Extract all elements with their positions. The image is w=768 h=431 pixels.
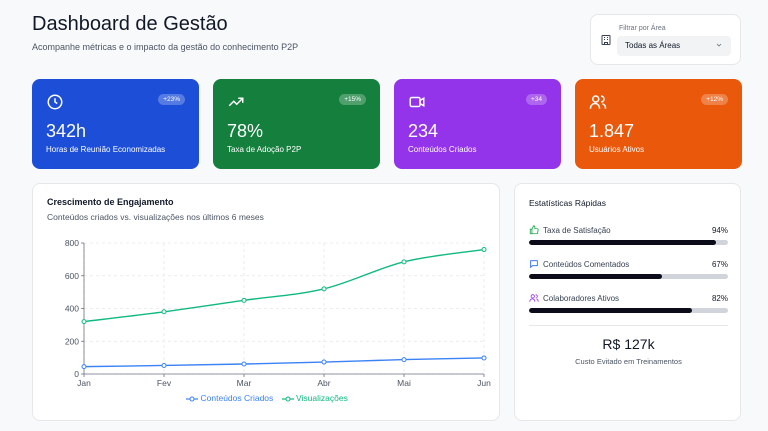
series-line-1 xyxy=(83,248,485,323)
metric-percent: 67% xyxy=(711,260,728,269)
divider xyxy=(529,325,728,326)
data-point xyxy=(241,297,247,303)
y-tick-label: 200 xyxy=(65,336,79,346)
stat-value: 78% xyxy=(227,121,264,141)
stat-card-users: +12% 1.847 Usuários Ativos xyxy=(575,79,742,169)
users-icon xyxy=(529,294,539,302)
page-subtitle: Acompanhe métricas e o impacto da gestão… xyxy=(32,42,299,52)
video-icon xyxy=(409,96,425,108)
data-point xyxy=(161,362,167,368)
progress-fill xyxy=(529,308,693,313)
data-point xyxy=(81,364,87,370)
quick-stats-card: Estatísticas Rápidas Taxa de Satisfação … xyxy=(514,183,741,421)
legend-label: Conteúdos Criados xyxy=(200,393,274,403)
stat-value: 234 xyxy=(408,121,439,141)
legend-label: Visualizações xyxy=(296,393,348,403)
x-tick-label: Fev xyxy=(157,378,172,388)
legend-marker xyxy=(281,396,294,402)
data-point xyxy=(481,355,487,361)
savings-label: Custo Evitado em Treinamentos xyxy=(575,357,682,366)
data-point xyxy=(481,247,487,253)
engagement-chart-card: Crescimento de Engajamento Conteúdos cri… xyxy=(32,183,500,421)
progress-bar xyxy=(529,308,728,313)
stat-badge: +15% xyxy=(339,94,366,105)
chart-title: Crescimento de Engajamento xyxy=(47,197,174,207)
data-point xyxy=(241,361,247,367)
y-tick-label: 600 xyxy=(65,271,79,281)
series-line-0 xyxy=(83,357,485,368)
metric-percent: 82% xyxy=(711,294,728,303)
stat-label: Horas de Reunião Economizadas xyxy=(46,145,166,154)
stat-badge: +23% xyxy=(158,94,185,105)
savings-value: R$ 127k xyxy=(602,336,655,352)
progress-fill xyxy=(529,240,717,245)
y-tick-label: 0 xyxy=(74,369,79,379)
data-point xyxy=(401,357,407,363)
stat-card-adoption: +15% 78% Taxa de Adoção P2P xyxy=(213,79,380,169)
stat-badge: +34 xyxy=(525,94,547,105)
chart-legend: Conteúdos Criados Visualizações xyxy=(33,393,501,403)
area-select-value: Todas as Áreas xyxy=(625,41,681,50)
stat-card-hours: +23% 342h Horas de Reunião Economizadas xyxy=(32,79,199,169)
stat-value: 342h xyxy=(46,121,87,141)
x-tick-label: Mai xyxy=(397,378,411,388)
stat-label: Conteúdos Criados xyxy=(408,145,477,154)
quick-stats-title: Estatísticas Rápidas xyxy=(529,198,607,208)
x-tick-label: Mar xyxy=(237,378,252,388)
chevron-down-icon xyxy=(716,43,722,47)
data-point xyxy=(161,309,167,315)
stat-label: Taxa de Adoção P2P xyxy=(227,145,302,154)
x-tick-label: Abr xyxy=(317,378,330,388)
clock-icon xyxy=(47,94,63,110)
stat-badge: +12% xyxy=(701,94,728,105)
chart-subtitle: Conteúdos criados vs. visualizações nos … xyxy=(47,212,264,222)
metric-percent: 94% xyxy=(711,226,728,235)
metric-label: Colaboradores Ativos xyxy=(543,294,620,303)
stat-label: Usuários Ativos xyxy=(589,145,645,154)
area-select[interactable]: Todas as Áreas xyxy=(617,36,731,56)
legend-marker xyxy=(186,396,199,402)
legend-item[interactable]: Conteúdos Criados xyxy=(186,393,273,403)
progress-bar xyxy=(529,274,728,279)
stat-value: 1.847 xyxy=(589,121,635,141)
progress-fill xyxy=(529,274,663,279)
thumbs-up-icon xyxy=(529,225,539,235)
x-tick-label: Jan xyxy=(77,378,91,388)
page-title: Dashboard de Gestão xyxy=(32,13,228,35)
y-tick-label: 400 xyxy=(65,304,79,314)
x-tick-label: Jun xyxy=(477,378,491,388)
metric-label: Taxa de Satisfação xyxy=(543,226,611,235)
metric-label: Conteúdos Comentados xyxy=(543,260,630,269)
message-icon xyxy=(530,260,538,269)
data-point xyxy=(321,286,327,292)
engagement-line-chart: 0 200 400 600 800 Jan Fev Mar Abr Mai Jun xyxy=(65,238,491,388)
legend-item[interactable]: Visualizações xyxy=(281,393,348,403)
users-icon xyxy=(589,95,607,109)
stat-card-content: +34 234 Conteúdos Criados xyxy=(394,79,561,169)
area-filter: Filtrar por Área Todas as Áreas xyxy=(590,14,741,65)
progress-bar xyxy=(529,240,728,245)
data-point xyxy=(401,259,407,265)
filter-label: Filtrar por Área xyxy=(619,25,666,32)
data-point xyxy=(321,359,327,365)
y-tick-label: 800 xyxy=(65,238,79,248)
trending-up-icon xyxy=(228,97,244,107)
building-icon xyxy=(601,35,611,45)
data-point xyxy=(81,319,87,325)
